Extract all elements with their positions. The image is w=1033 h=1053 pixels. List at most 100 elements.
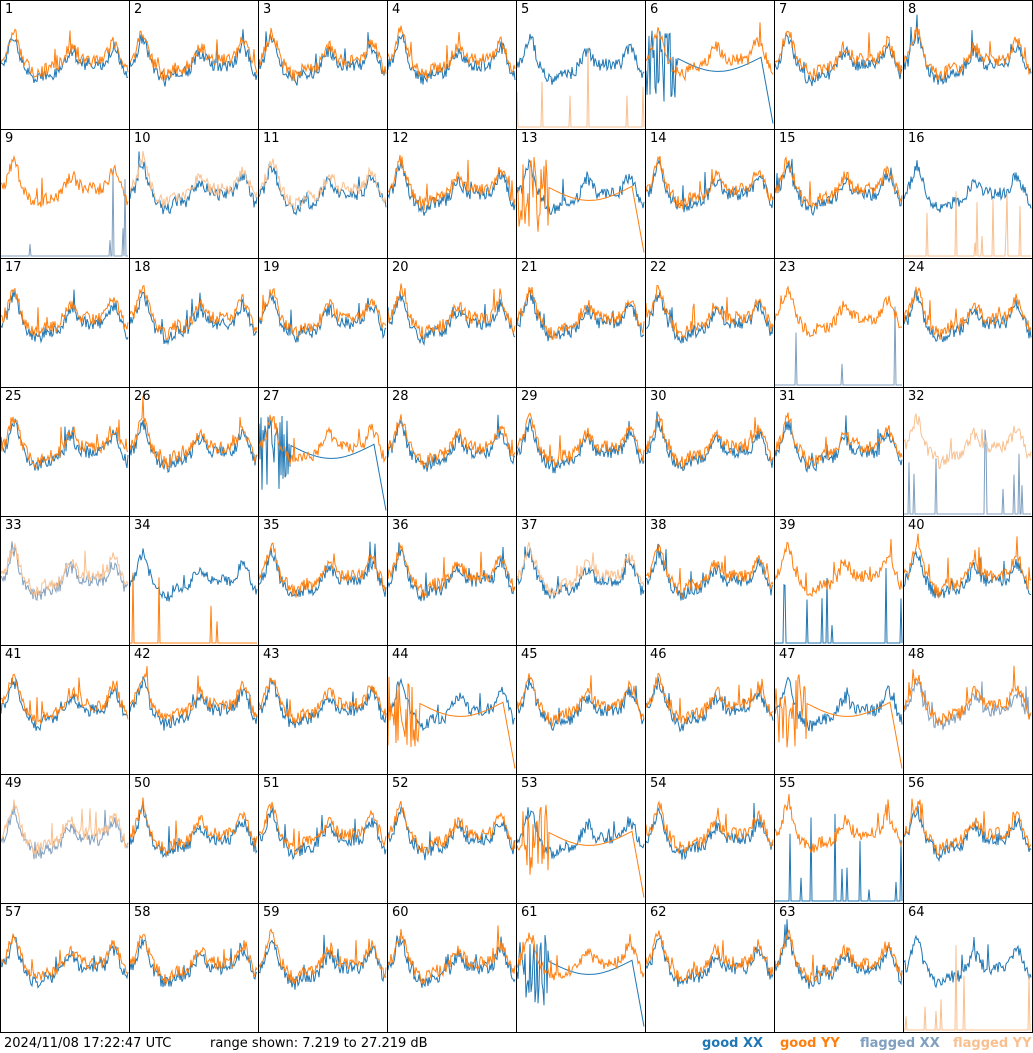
panel-13: 13	[516, 129, 646, 259]
panel-number: 49	[5, 777, 22, 791]
panel-28: 28	[387, 387, 517, 517]
panel-14: 14	[645, 129, 775, 259]
panel-plot-61	[517, 904, 645, 1032]
panel-64-xx-line	[904, 936, 1031, 987]
panel-46: 46	[645, 645, 775, 775]
panel-plot-48	[904, 646, 1032, 774]
panel-12-yy-line	[388, 155, 515, 210]
panel-number: 48	[908, 648, 925, 662]
panel-number: 14	[650, 132, 667, 146]
panel-29: 29	[516, 387, 646, 517]
legend-good-xx: good XX	[702, 1034, 763, 1053]
panel-number: 50	[134, 777, 151, 791]
panel-plot-20	[388, 259, 516, 387]
panel-58: 58	[129, 903, 259, 1033]
panel-plot-19	[259, 259, 387, 387]
panel-number: 4	[392, 3, 400, 17]
panel-plot-30	[646, 388, 774, 516]
panel-number: 25	[5, 390, 22, 404]
panel-plot-54	[646, 775, 774, 903]
panel-plot-6	[646, 1, 774, 129]
panel-19: 19	[258, 258, 388, 388]
panel-plot-53	[517, 775, 645, 903]
panel-39: 39	[774, 516, 904, 646]
panel-plot-10	[130, 130, 258, 258]
panel-44-yy-line	[388, 677, 515, 769]
panel-38: 38	[645, 516, 775, 646]
panel-plot-16	[904, 130, 1032, 258]
panel-plot-1	[1, 1, 129, 129]
panel-number: 8	[908, 3, 916, 17]
panel-58-xx-line	[130, 938, 257, 987]
panel-plot-44	[388, 646, 516, 774]
panel-25: 25	[0, 387, 130, 517]
panel-17: 17	[0, 258, 130, 388]
panel-plot-15	[775, 130, 903, 258]
panel-plot-12	[388, 130, 516, 258]
panel-number: 9	[5, 132, 13, 146]
panel-64: 64	[903, 903, 1033, 1033]
panel-33: 33	[0, 516, 130, 646]
panel-20-xx-line	[388, 291, 515, 344]
panel-40-yy-line	[904, 534, 1031, 598]
panel-43: 43	[258, 645, 388, 775]
panel-number: 41	[5, 648, 22, 662]
panel-number: 51	[263, 777, 280, 791]
panel-32-yy-line	[904, 414, 1031, 469]
panel-plot-37	[517, 517, 645, 645]
panel-47-yy-line	[775, 675, 902, 769]
panel-plot-33	[1, 517, 129, 645]
panel-46-yy-line	[646, 674, 773, 724]
panel-number: 11	[263, 132, 280, 146]
panel-plot-35	[259, 517, 387, 645]
panel-number: 27	[263, 390, 280, 404]
panel-number: 21	[521, 261, 538, 275]
panel-plot-39	[775, 517, 903, 645]
panel-plot-14	[646, 130, 774, 258]
panel-plot-38	[646, 517, 774, 645]
panel-42: 42	[129, 645, 259, 775]
panel-30: 30	[645, 387, 775, 517]
panel-31-yy-line	[775, 413, 902, 467]
panel-number: 63	[779, 906, 796, 920]
panel-35: 35	[258, 516, 388, 646]
legend-flagged-xx: flagged XX	[860, 1034, 940, 1053]
panel-number: 1	[5, 3, 13, 17]
panel-14-xx-line	[646, 160, 773, 212]
panel-15: 15	[774, 129, 904, 259]
panel-16: 16	[903, 129, 1033, 259]
panel-number: 57	[5, 906, 22, 920]
panel-49: 49	[0, 774, 130, 904]
panel-41: 41	[0, 645, 130, 775]
panel-1-xx-line	[1, 38, 128, 83]
panel-number: 52	[392, 777, 409, 791]
panel-number: 31	[779, 390, 796, 404]
panel-number: 37	[521, 519, 538, 533]
panel-43-xx-line	[259, 679, 386, 728]
panel-plot-4	[388, 1, 516, 129]
panel-plot-50	[130, 775, 258, 903]
panel-number: 39	[779, 519, 796, 533]
panel-plot-64	[904, 904, 1032, 1032]
panel-plot-42	[130, 646, 258, 774]
panel-number: 5	[521, 3, 529, 17]
panel-number: 64	[908, 906, 925, 920]
panel-34-xx-line	[130, 548, 257, 601]
panel-plot-55	[775, 775, 903, 903]
panel-4-yy-line	[388, 26, 515, 79]
panel-number: 36	[392, 519, 409, 533]
panel-number: 47	[779, 648, 796, 662]
panel-18: 18	[129, 258, 259, 388]
panel-60-yy-line	[388, 925, 515, 984]
panel-plot-49	[1, 775, 129, 903]
panel-number: 53	[521, 777, 538, 791]
panel-plot-18	[130, 259, 258, 387]
range-shown-label: range shown: 7.219 to 27.219 dB	[210, 1034, 428, 1053]
panel-number: 44	[392, 648, 409, 662]
panel-26: 26	[129, 387, 259, 517]
panel-number: 45	[521, 648, 538, 662]
panel-number: 35	[263, 519, 280, 533]
panel-26-yy-line	[130, 396, 257, 468]
panel-45: 45	[516, 645, 646, 775]
